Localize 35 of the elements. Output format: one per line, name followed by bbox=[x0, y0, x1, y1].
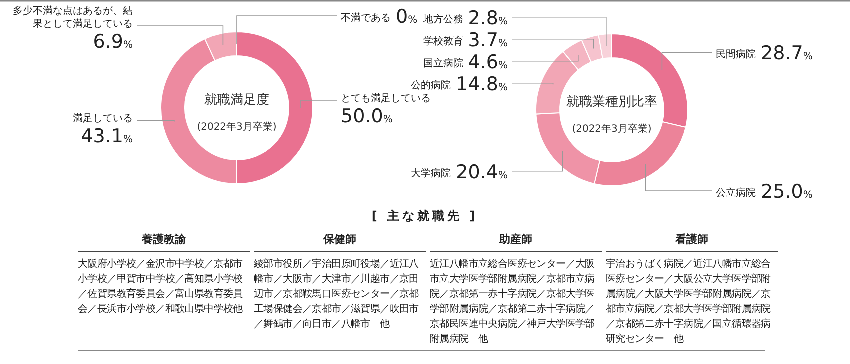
text: 大阪府小学校／金沢市中学校／京都市小学校／甲賀市中学校／高知県小学校／佐賀県教育委員会／富山県教育委員会／長浜市小学校／和歌山県中学校他 bbox=[78, 258, 244, 317]
text: 綾部市役所／宇治田原町役場／近江八幡市／大阪市／大津市／川越市／京田辺市／京都鞍馬口医療センター／京都工場保健会／京都市／滋賀県／吹田市／舞鶴市／向日市／八幡市 他 bbox=[254, 258, 420, 332]
data-label: 6.9% bbox=[93, 31, 133, 53]
data-label: 14.8% bbox=[456, 73, 508, 96]
data-label: 28.7% bbox=[761, 42, 813, 65]
slice-label: 多少不満な点はあるが、結果として満足している bbox=[13, 5, 133, 30]
text: (2022年3月卒業) bbox=[197, 121, 277, 133]
data-label: 43.1% bbox=[81, 126, 133, 148]
data-label: 4.6% bbox=[468, 51, 508, 74]
category-label: 不満である bbox=[341, 13, 391, 24]
text: 養護教諭 bbox=[78, 232, 250, 252]
text: 就職満足度 bbox=[204, 92, 270, 108]
slice-label: 公的病院 bbox=[411, 79, 452, 92]
text: 宇治おうばく病院／近江八幡市立総合医療センター／大阪公立大学医学部附属病院／大阪大学医学部附属病院／京都市立病院／京都大学医学部附属病院／京都第二赤十字病院／国立循環器病研究センター 他 bbox=[606, 258, 772, 347]
data-label: 25.0% bbox=[761, 180, 813, 203]
text: 看護師 bbox=[606, 232, 778, 252]
slice-label: 満足している bbox=[73, 112, 133, 125]
text: (2022年3月卒業) bbox=[572, 123, 652, 135]
text: [ 主な就職先 ] bbox=[370, 208, 480, 225]
slice-label: 学校教育 bbox=[423, 35, 464, 48]
data-label: 50.0% bbox=[341, 106, 393, 128]
text: 助産師 bbox=[430, 232, 602, 252]
data-label: 20.4% bbox=[456, 161, 508, 184]
data-label: 3.7% bbox=[468, 29, 508, 52]
slice-label: 地方公務 bbox=[422, 13, 464, 26]
text: 近江八幡市立総合医療センター／大阪市立大学医学部附属病院／京都市立病院／京都第一赤十字病院／京都大学医学部附属病院／京都第二赤十字病院／京都民医連中央病院／神戸大学医学部附属病院 他 bbox=[430, 258, 596, 347]
data-label: 2.8% bbox=[468, 7, 508, 30]
text: 就職業種別比率 bbox=[566, 94, 658, 110]
text: 0% bbox=[396, 6, 418, 28]
slice-label: とても満足している bbox=[341, 92, 431, 104]
text: 保健師 bbox=[254, 232, 426, 252]
slice-label: 大学病院 bbox=[411, 167, 452, 180]
slice-label: 公立病院 bbox=[716, 186, 756, 199]
slice-label: 民間病院 bbox=[716, 48, 756, 61]
slice-label: 国立病院 bbox=[423, 57, 464, 70]
